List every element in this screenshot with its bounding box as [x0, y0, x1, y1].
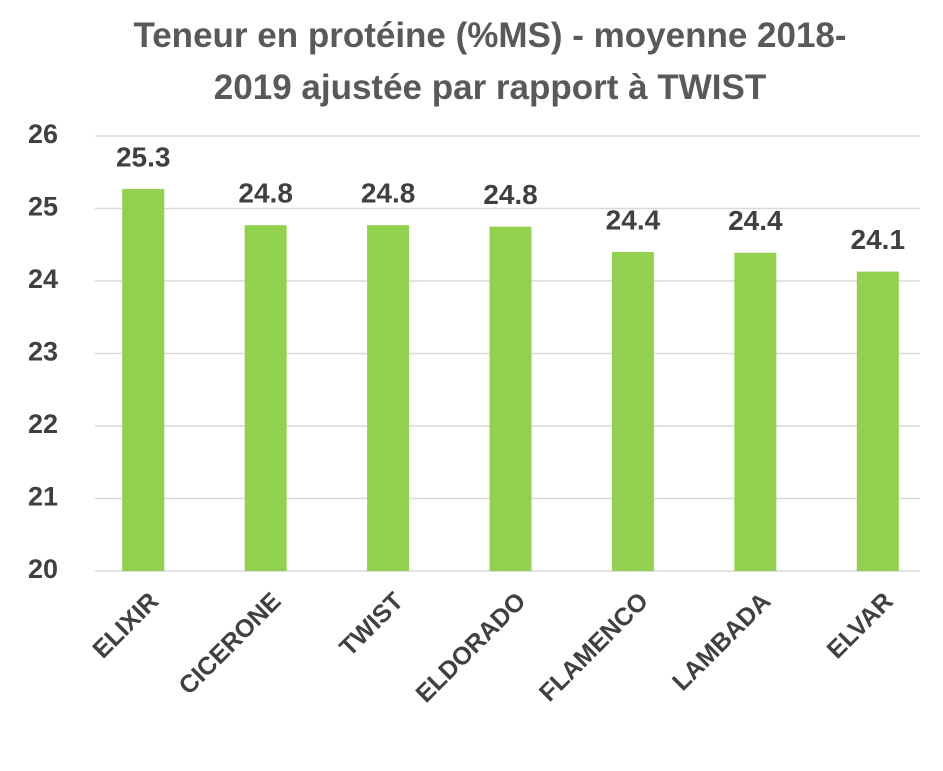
value-label: 24.8: [483, 179, 538, 210]
value-label: 25.3: [116, 141, 171, 172]
x-tick-label: FLAMENCO: [534, 587, 654, 707]
bar: [734, 252, 777, 571]
y-tick-label: 20: [28, 554, 58, 584]
x-tick-label: LAMBADA: [667, 587, 776, 696]
bar: [122, 188, 165, 572]
x-tick-label: ELIXIR: [87, 587, 164, 664]
bar: [611, 252, 654, 571]
y-tick-label: 25: [28, 192, 58, 222]
y-tick-label: 21: [28, 482, 58, 512]
bar: [367, 225, 410, 572]
value-label: 24.4: [728, 205, 783, 236]
bar: [244, 225, 287, 572]
x-tick-label: ELDORADO: [410, 587, 531, 708]
value-label: 24.1: [851, 224, 906, 255]
y-tick-label: 23: [28, 337, 58, 367]
y-tick-label: 26: [28, 119, 58, 149]
value-label: 24.8: [238, 178, 293, 209]
bar: [856, 271, 899, 571]
chart-title: Teneur en protéine (%MS) - moyenne 2018-…: [133, 16, 847, 107]
y-tick-label: 24: [28, 264, 58, 294]
x-tick-label: TWIST: [334, 587, 409, 662]
value-label: 24.4: [606, 204, 661, 235]
bar: [489, 226, 532, 571]
y-tick-label: 22: [28, 409, 58, 439]
value-label: 24.8: [361, 178, 416, 209]
x-tick-label: CICERONE: [173, 587, 286, 700]
x-tick-label: ELVAR: [822, 587, 899, 664]
